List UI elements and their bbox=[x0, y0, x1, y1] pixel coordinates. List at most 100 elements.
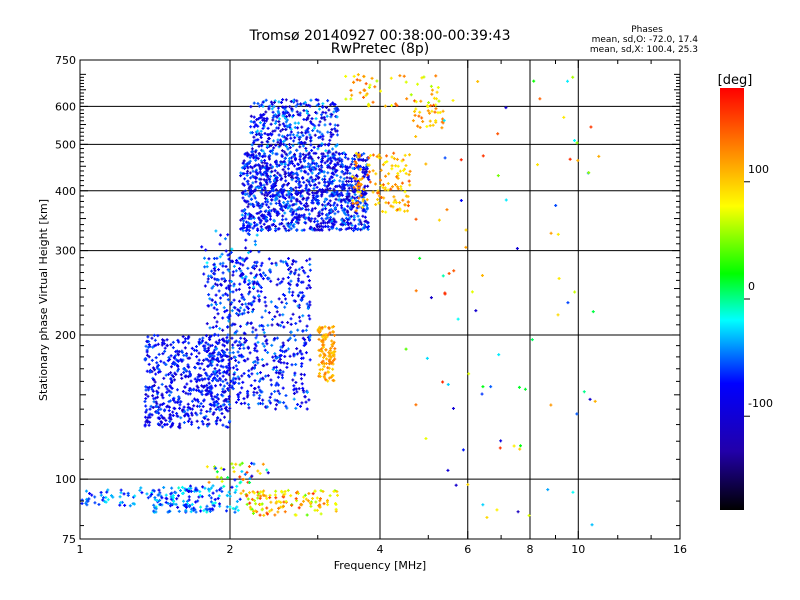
data-point bbox=[293, 121, 297, 125]
data-point bbox=[328, 331, 332, 335]
data-point bbox=[297, 267, 301, 271]
data-point bbox=[238, 347, 242, 351]
data-point bbox=[255, 282, 259, 286]
data-point bbox=[414, 100, 418, 104]
data-point bbox=[222, 390, 226, 394]
data-point bbox=[328, 218, 332, 222]
data-point bbox=[327, 108, 331, 112]
data-point bbox=[364, 82, 368, 86]
data-point bbox=[334, 220, 338, 224]
data-point bbox=[284, 109, 288, 113]
data-point bbox=[351, 157, 355, 161]
data-point bbox=[300, 364, 304, 368]
data-point bbox=[338, 152, 342, 156]
data-point bbox=[346, 189, 350, 193]
data-point bbox=[177, 350, 181, 354]
data-point bbox=[252, 267, 256, 271]
data-point bbox=[292, 259, 296, 263]
data-point bbox=[474, 309, 478, 313]
data-point bbox=[265, 405, 269, 409]
data-point bbox=[332, 325, 336, 329]
data-point bbox=[374, 172, 378, 176]
data-point bbox=[363, 190, 367, 194]
data-point bbox=[254, 264, 258, 268]
data-point bbox=[169, 381, 173, 385]
data-point bbox=[313, 489, 317, 493]
data-point bbox=[227, 319, 231, 323]
data-point bbox=[332, 187, 336, 191]
data-point bbox=[158, 498, 162, 502]
data-point bbox=[194, 488, 198, 492]
data-point bbox=[246, 391, 250, 395]
data-point bbox=[396, 164, 400, 168]
data-point bbox=[147, 423, 151, 427]
data-point bbox=[576, 158, 580, 162]
data-point bbox=[84, 489, 88, 493]
data-point bbox=[307, 189, 311, 193]
data-point bbox=[133, 494, 137, 498]
data-point bbox=[213, 372, 217, 376]
data-point bbox=[181, 389, 185, 393]
data-point bbox=[190, 413, 194, 417]
data-point bbox=[274, 201, 278, 205]
data-point bbox=[171, 362, 175, 366]
data-point bbox=[211, 351, 215, 355]
data-point bbox=[198, 404, 202, 408]
data-point bbox=[346, 213, 350, 217]
data-point bbox=[361, 197, 365, 201]
data-point bbox=[249, 165, 253, 169]
data-point bbox=[211, 284, 215, 288]
data-point bbox=[236, 393, 240, 397]
data-point bbox=[213, 277, 217, 281]
data-point bbox=[252, 120, 256, 124]
data-point bbox=[257, 492, 261, 496]
data-point bbox=[328, 199, 332, 203]
data-point bbox=[239, 171, 243, 175]
data-point bbox=[295, 110, 299, 114]
data-point bbox=[248, 505, 252, 509]
data-point bbox=[184, 391, 188, 395]
data-point bbox=[264, 218, 268, 222]
data-point bbox=[307, 314, 311, 318]
data-point bbox=[167, 416, 171, 420]
data-point bbox=[304, 328, 308, 332]
data-point bbox=[151, 366, 155, 370]
data-point bbox=[336, 157, 340, 161]
data-point bbox=[430, 92, 434, 96]
data-point bbox=[274, 383, 278, 387]
data-point bbox=[264, 98, 268, 102]
data-point bbox=[263, 348, 267, 352]
data-point bbox=[354, 161, 358, 165]
data-point bbox=[366, 176, 370, 180]
data-point bbox=[362, 223, 366, 227]
data-point bbox=[353, 193, 357, 197]
data-point bbox=[294, 362, 298, 366]
data-point bbox=[160, 392, 164, 396]
data-point bbox=[285, 262, 289, 266]
data-point bbox=[297, 273, 301, 277]
data-point bbox=[254, 176, 258, 180]
data-point bbox=[160, 421, 164, 425]
data-point bbox=[323, 123, 327, 127]
data-point bbox=[496, 174, 500, 178]
data-point bbox=[305, 407, 309, 411]
data-point bbox=[249, 105, 253, 109]
data-point bbox=[189, 510, 193, 514]
data-point bbox=[179, 358, 183, 362]
data-point bbox=[208, 409, 212, 413]
data-point bbox=[218, 371, 222, 375]
data-point bbox=[241, 273, 245, 277]
data-point bbox=[284, 404, 288, 408]
data-point bbox=[150, 413, 154, 417]
data-point bbox=[176, 400, 180, 404]
data-point bbox=[353, 187, 357, 191]
data-point bbox=[229, 290, 233, 294]
data-point bbox=[150, 358, 154, 362]
data-point bbox=[253, 296, 257, 300]
data-point bbox=[292, 352, 296, 356]
data-point bbox=[155, 366, 159, 370]
data-point bbox=[276, 375, 280, 379]
data-point bbox=[377, 191, 381, 195]
data-point bbox=[177, 486, 181, 490]
data-point bbox=[339, 165, 343, 169]
